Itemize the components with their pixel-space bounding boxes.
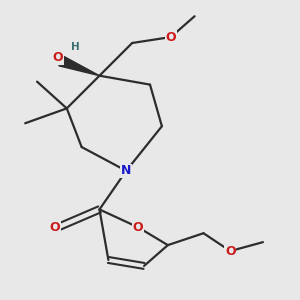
Text: O: O [50,221,60,234]
Text: O: O [52,51,63,64]
Polygon shape [59,56,100,76]
Text: O: O [225,244,236,258]
Text: N: N [121,164,131,177]
Text: O: O [166,31,176,44]
Text: O: O [133,221,143,234]
Text: H: H [71,42,80,52]
